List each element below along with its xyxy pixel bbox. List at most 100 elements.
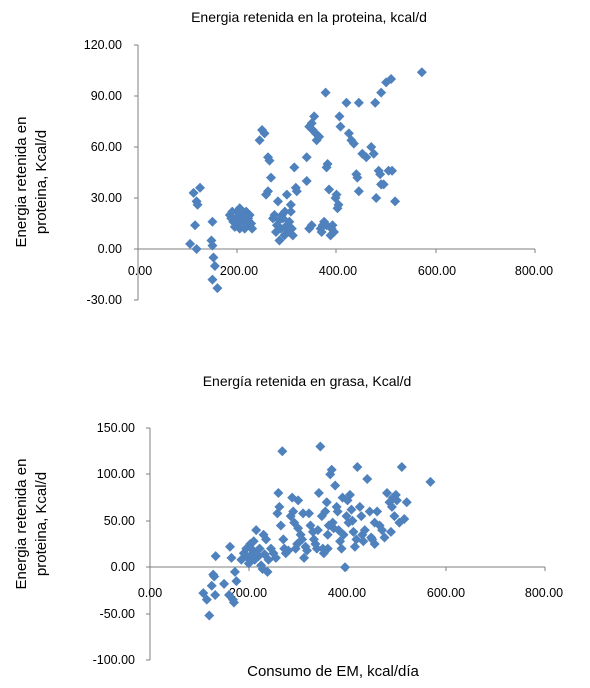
y-tick-label: 0.00 bbox=[98, 242, 122, 256]
scatter-point bbox=[341, 97, 352, 108]
scatter-point bbox=[291, 186, 302, 197]
scatter-point bbox=[262, 566, 273, 577]
scatter-point bbox=[315, 441, 326, 452]
scatter-point bbox=[254, 135, 265, 146]
scatter-point bbox=[387, 165, 398, 176]
scatter-point bbox=[244, 210, 255, 220]
scatter-point bbox=[425, 476, 436, 487]
y-tick-label: 120.00 bbox=[84, 38, 122, 52]
scatter-point bbox=[263, 554, 274, 565]
scatter-point bbox=[299, 552, 310, 563]
scatter-point bbox=[349, 541, 360, 552]
scatter-point bbox=[204, 610, 215, 621]
scatter-point bbox=[320, 506, 331, 517]
y-tick-label: 50.00 bbox=[104, 514, 135, 528]
scatter-point bbox=[301, 176, 312, 186]
scatter-point bbox=[251, 525, 262, 536]
scatter-point bbox=[322, 159, 333, 169]
scatter-point bbox=[259, 128, 270, 139]
scatter-point bbox=[226, 552, 237, 563]
scatter-point bbox=[344, 489, 355, 500]
scatter-point bbox=[288, 506, 299, 517]
scatter-point bbox=[369, 539, 380, 549]
scatter-point bbox=[302, 545, 313, 556]
scatter-point bbox=[324, 184, 335, 195]
scatter-point bbox=[369, 517, 380, 528]
x-tick-label: 800.00 bbox=[515, 264, 553, 278]
scatter-point bbox=[390, 196, 401, 207]
chart-protein: Energia retenida en la proteina, kcal/d … bbox=[13, 9, 553, 307]
y-tick-label: -30.00 bbox=[87, 293, 122, 307]
y-tick-label: 0.00 bbox=[111, 560, 135, 574]
scatter-point bbox=[212, 283, 223, 294]
scatter-point bbox=[285, 206, 296, 217]
scatter-point bbox=[348, 526, 359, 537]
scatter-point bbox=[278, 534, 289, 545]
y-tick-label: 60.00 bbox=[91, 140, 122, 154]
scatter-points bbox=[185, 67, 427, 294]
scatter-point bbox=[386, 74, 397, 84]
scatter-point bbox=[192, 199, 203, 210]
scatter-point bbox=[322, 529, 333, 540]
scatter-point bbox=[333, 199, 344, 210]
scatter-point bbox=[289, 162, 300, 173]
scatter-point bbox=[321, 220, 332, 231]
scatter-point bbox=[352, 461, 363, 472]
x-tick-label: 600.00 bbox=[427, 586, 465, 600]
scatter-point bbox=[331, 189, 342, 200]
scatter-point bbox=[275, 520, 286, 531]
x-tick-labels: 0.00 200.00 400.00 600.00 800.00 bbox=[128, 264, 553, 278]
scatter-point bbox=[207, 274, 218, 285]
scatter-point bbox=[285, 199, 296, 210]
scatter-point bbox=[389, 511, 400, 522]
scatter-point bbox=[382, 487, 392, 498]
scatter-point bbox=[401, 497, 412, 508]
scatter-point bbox=[376, 87, 387, 98]
scatter-point bbox=[329, 227, 340, 237]
scatter-point bbox=[376, 179, 387, 190]
scatter-point bbox=[185, 238, 196, 249]
scatter-point bbox=[332, 506, 343, 517]
x-tick-labels: 0.00 200.00 400.00 600.00 800.00 bbox=[138, 586, 563, 600]
scatter-point bbox=[316, 227, 327, 237]
scatter-point bbox=[195, 182, 206, 193]
x-tick-label: 600.00 bbox=[418, 264, 456, 278]
scatter-point bbox=[362, 474, 373, 485]
scatter-point bbox=[353, 186, 364, 197]
scatter-point bbox=[274, 215, 285, 226]
scatter-point bbox=[334, 111, 345, 122]
scatter-point bbox=[399, 513, 410, 524]
y-tick-labels: -100.00 -50.00 0.00 50.00 100.00 150.00 bbox=[93, 421, 135, 667]
y-tick-label: -50.00 bbox=[100, 607, 135, 621]
scatter-point bbox=[340, 562, 351, 573]
y-tick-label: 30.00 bbox=[91, 191, 122, 205]
chart-title: Energía retenida en grasa, Kcal/d bbox=[203, 373, 412, 389]
scatter-point bbox=[272, 196, 283, 207]
scatter-point bbox=[247, 223, 258, 234]
scatter-point bbox=[391, 495, 402, 506]
scatter-point bbox=[206, 580, 217, 591]
scatter-point bbox=[346, 504, 357, 515]
scatter-point bbox=[396, 461, 407, 472]
scatter-point bbox=[283, 545, 294, 556]
chart-title: Energia retenida en la proteina, kcal/d bbox=[191, 9, 427, 25]
scatter-point bbox=[219, 578, 230, 589]
scatter-point bbox=[338, 529, 349, 540]
y-axis-label-line-1: Energia retenida en bbox=[13, 117, 30, 248]
scatter-point bbox=[347, 515, 358, 526]
scatter-point bbox=[269, 210, 280, 220]
scatter-point bbox=[264, 155, 275, 166]
scatter-point bbox=[330, 480, 341, 491]
scatter-points bbox=[198, 441, 436, 621]
scatter-point bbox=[375, 169, 386, 180]
y-tick-labels: -30.00 0.00 30.00 60.00 90.00 120.00 bbox=[84, 38, 122, 307]
chart-fat: Energía retenida en grasa, Kcal/d Energi… bbox=[13, 373, 563, 680]
scatter-point bbox=[274, 501, 285, 512]
scatter-point bbox=[316, 511, 327, 522]
y-axis-label-line-2: proteina, Kcal/d bbox=[33, 472, 50, 576]
scatter-point bbox=[364, 506, 375, 517]
scatter-point bbox=[301, 152, 312, 163]
scatter-point bbox=[379, 532, 390, 543]
scatter-point bbox=[208, 252, 219, 263]
